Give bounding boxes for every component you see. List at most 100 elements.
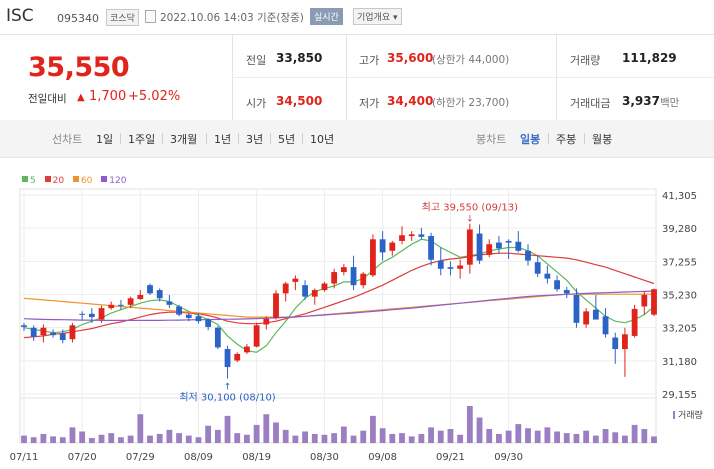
- candle-body: [195, 316, 202, 322]
- volume-bar: [457, 434, 464, 443]
- volume-bar: [321, 434, 328, 443]
- open-label: 시가: [246, 97, 267, 110]
- volume-bar: [50, 436, 56, 443]
- x-tick-label: 07/11: [10, 452, 39, 463]
- candle-body: [389, 242, 396, 251]
- change-label: 전일대비: [28, 93, 67, 105]
- candle-body: [253, 325, 260, 347]
- candle-body: [273, 293, 279, 318]
- volume-bar: [418, 433, 425, 443]
- candle-body: [379, 239, 386, 253]
- separator: [584, 133, 585, 144]
- volume-bar: [282, 429, 289, 443]
- candle-body: [399, 235, 405, 241]
- candle-body: [612, 337, 619, 350]
- volume-bar: [447, 429, 454, 443]
- candle-tab-daily[interactable]: 일봉: [520, 133, 541, 146]
- candle-body: [370, 239, 376, 276]
- candle-body: [185, 314, 192, 318]
- volume-bar: [583, 430, 590, 443]
- line-chart-label: 선차트: [52, 133, 83, 146]
- volume-bar: [214, 429, 221, 443]
- period-tab-1w[interactable]: 1주일: [128, 133, 156, 146]
- candle-body: [505, 240, 512, 243]
- x-tick-label: 08/19: [242, 452, 271, 463]
- legend-swatch: [44, 176, 51, 182]
- legend-label: 60: [80, 176, 93, 186]
- volume-bar: [311, 433, 318, 443]
- volume-bar: [273, 422, 279, 443]
- y-tick-label: 31,180: [662, 357, 697, 368]
- candle-body: [30, 327, 37, 337]
- candle-body: [486, 244, 493, 255]
- high-annotation: 최고 39,550 (09/13): [422, 202, 518, 214]
- candle-body: [156, 290, 163, 299]
- stock-code: 095340: [57, 12, 99, 25]
- change-percent: +5.02%: [128, 89, 181, 104]
- period-tab-3m[interactable]: 3개월: [170, 133, 198, 146]
- candle-body: [583, 311, 590, 325]
- candle-tab-weekly[interactable]: 주봉: [556, 133, 577, 146]
- candle-body: [176, 306, 182, 315]
- high-value: 35,600: [387, 51, 434, 65]
- period-tab-3y[interactable]: 3년: [246, 133, 264, 146]
- volume-bar: [612, 432, 619, 443]
- separator: [238, 133, 239, 144]
- low-annotation: 최저 30,100 (08/10): [179, 392, 275, 404]
- volume-bar: [379, 428, 386, 443]
- volume-bar: [592, 435, 599, 443]
- separator: [162, 133, 163, 144]
- candle-body: [98, 308, 105, 320]
- period-tab-1d[interactable]: 1일: [96, 133, 114, 146]
- y-tick-label: 35,230: [662, 291, 697, 302]
- volume-bar: [185, 435, 192, 443]
- prev-close-value: 33,850: [276, 51, 323, 65]
- separator: [120, 133, 121, 144]
- down-arrow-icon: ↓: [466, 215, 474, 225]
- volume-bar: [69, 427, 76, 443]
- volume-bar: [370, 415, 376, 443]
- candle-body: [40, 327, 47, 336]
- volume-bar: [127, 435, 134, 443]
- candle-body: [534, 262, 541, 274]
- volume-bar: [108, 433, 115, 443]
- candle-body: [108, 304, 115, 309]
- market-badge: 코스닥: [106, 9, 139, 26]
- chevron-down-icon: ▾: [393, 13, 398, 23]
- legend-ma120: 120: [101, 176, 126, 186]
- candle-body: [59, 333, 66, 341]
- up-arrow-icon: ↑: [224, 383, 232, 393]
- volume-bar: [30, 437, 37, 443]
- document-icon: [145, 10, 156, 23]
- company-info-dropdown[interactable]: 기업개요 ▾: [353, 8, 402, 25]
- volume-bar: [399, 433, 405, 443]
- volume-bar: [534, 430, 541, 443]
- candle-body: [118, 304, 124, 306]
- candle-body: [496, 242, 502, 249]
- candle-body: [641, 294, 648, 307]
- lower-limit: (하한가 23,700): [432, 97, 510, 109]
- x-tick-label: 09/30: [494, 452, 523, 463]
- volume-label: 거래량: [570, 54, 601, 67]
- volume-bar: [496, 433, 502, 443]
- x-tick-label: 07/20: [68, 452, 97, 463]
- candle-body: [166, 301, 173, 305]
- period-tab-1y[interactable]: 1년: [214, 133, 232, 146]
- realtime-button[interactable]: 실시간: [310, 8, 343, 25]
- candle-tab-monthly[interactable]: 월봉: [592, 133, 613, 146]
- candle-body: [214, 327, 221, 348]
- timestamp: 2022.10.06 14:03 기준(장중): [160, 12, 304, 24]
- candle-chart-label: 봉차트: [476, 133, 507, 146]
- amount-value: 3,937: [622, 94, 660, 108]
- candle-body: [476, 233, 483, 261]
- price-chart[interactable]: 41,305 39,280 37,255 35,230 33,205 31,180 29,1…: [0, 157, 714, 469]
- period-tab-10y[interactable]: 10년: [310, 133, 335, 146]
- candle-body: [69, 325, 76, 340]
- candle-body: [21, 325, 27, 327]
- candle-body: [244, 346, 250, 353]
- period-tabs: 선차트 1일 1주일 3개월 1년 3년 5년 10년 봉차트 일봉 주봉 월봉: [0, 120, 714, 158]
- volume-bar: [486, 429, 493, 443]
- period-tab-5y[interactable]: 5년: [278, 133, 296, 146]
- upper-limit: (상한가 44,000): [432, 54, 510, 66]
- separator: [302, 133, 303, 144]
